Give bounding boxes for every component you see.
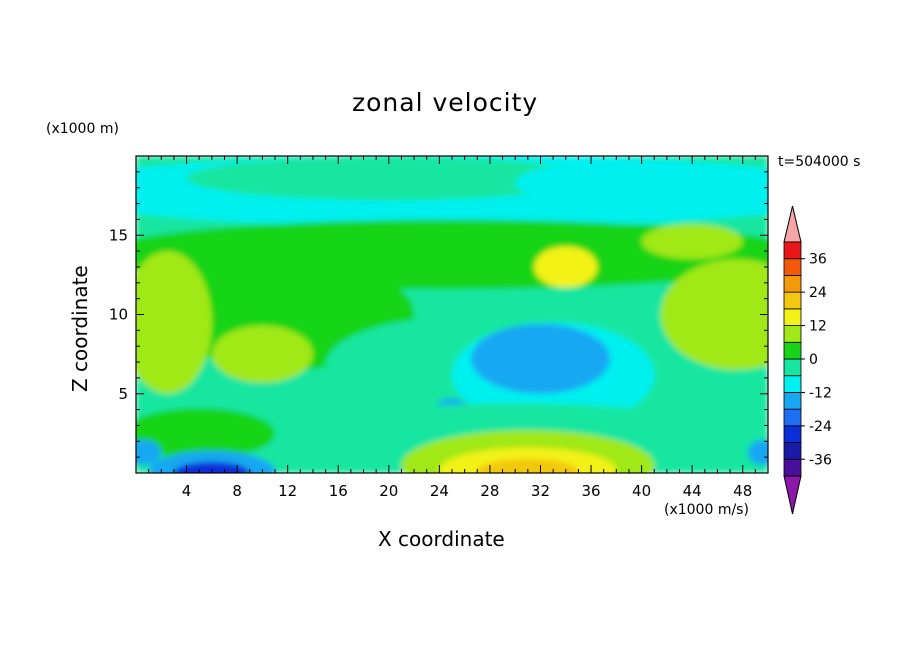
colorbar: 36 24 12 0 -12 -24 -36: [783, 205, 832, 515]
colorbar-segment: [783, 308, 802, 326]
colorbar-segment: [783, 275, 802, 293]
x-tick-label: 8: [232, 482, 242, 500]
x-tick-label: 32: [531, 482, 550, 500]
y-tick-label: 15: [109, 226, 128, 244]
colorbar-segment: [783, 442, 802, 460]
x-tick-label: 36: [581, 482, 600, 500]
colorbar-extend-min: [783, 475, 802, 515]
colorbar-segment: [783, 458, 802, 477]
colorbar-tick-label: 24: [809, 285, 827, 301]
lower-left-teal: [275, 387, 427, 458]
colorbar-segment: [783, 358, 802, 377]
colorbar-extend-max: [783, 205, 802, 243]
y-axis: 5 10 15: [109, 171, 768, 458]
x-tick-label: 4: [182, 482, 192, 500]
colorbar-segment: [783, 325, 802, 343]
colorbar-segment: [783, 241, 802, 260]
blue-anomaly-core: [501, 333, 593, 382]
x-tick-label: 12: [278, 482, 297, 500]
x-tick-label: 24: [430, 482, 449, 500]
x-tick-label: 28: [480, 482, 499, 500]
colorbar-tick-label: -24: [809, 419, 832, 435]
center-yellow-patch: [534, 246, 598, 288]
colorbar-tick-label: 0: [809, 352, 818, 368]
colorbar-tick-label: 36: [809, 252, 827, 268]
colorbar-segment: [783, 291, 802, 310]
x-units-label: (x1000 m/s): [664, 502, 749, 518]
left-yellow-green-patch: [211, 325, 313, 383]
x-tick-label: 20: [379, 482, 398, 500]
x-tick-label: 48: [733, 482, 752, 500]
x-tick-label: 16: [329, 482, 348, 500]
x-axis-label: X coordinate: [378, 527, 505, 551]
x-tick-label: 44: [683, 482, 702, 500]
y-axis-label: Z coordinate: [68, 265, 92, 392]
colorbar-tick-label: -36: [809, 452, 832, 468]
y-tick-label: 5: [118, 385, 128, 403]
chart-title: zonal velocity: [352, 88, 539, 117]
left-yellow-region: [136, 251, 212, 394]
upper-right-yellow-patch: [641, 224, 743, 260]
top-green-band: [186, 156, 592, 201]
colorbar-segment: [783, 341, 802, 360]
contour-field: [136, 156, 768, 473]
bottom-blue-core: [173, 461, 250, 473]
x-axis: 4 8 12 16 20 24 28 32 36 40 44 48: [148, 156, 756, 500]
right-edge-blue: [747, 439, 768, 466]
y-units-label: (x1000 m): [46, 121, 119, 137]
x-tick-label: 40: [632, 482, 651, 500]
colorbar-segment: [783, 375, 802, 393]
colorbar-segment: [783, 408, 802, 427]
bottom-left-green: [136, 408, 276, 459]
colorbar-tick-label: 12: [809, 319, 827, 335]
y-tick-label: 10: [109, 306, 128, 324]
time-label: t=504000 s: [778, 154, 861, 170]
colorbar-segment: [783, 258, 802, 276]
colorbar-segment: [783, 392, 802, 410]
left-edge-blue: [136, 439, 162, 466]
right-yellow-region: [660, 259, 768, 370]
colorbar-segment: [783, 425, 802, 443]
colorbar-tick-label: -12: [809, 385, 832, 401]
top-cyan-band: [515, 163, 667, 202]
